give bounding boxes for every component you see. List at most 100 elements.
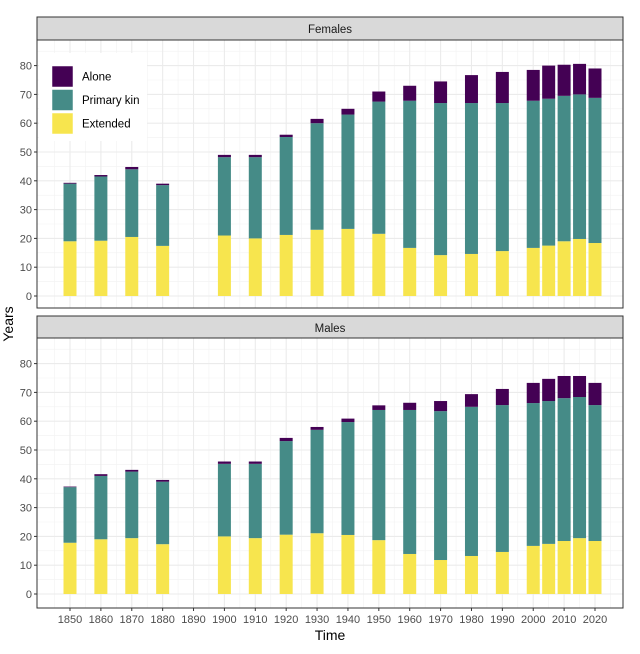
bar-primary-kin-1990 [495, 103, 509, 252]
bar-alone-2000 [526, 382, 540, 404]
bar-primary-kin-2005 [542, 98, 556, 246]
bar-alone-1880 [156, 479, 170, 482]
bar-extended-1990 [495, 251, 509, 296]
legend-label: Extended [82, 119, 131, 131]
x-tick-label: 1930 [305, 614, 329, 626]
bar-primary-kin-1980 [464, 103, 478, 254]
y-tick-label: 0 [26, 291, 32, 303]
bar-extended-1990 [495, 551, 509, 594]
panel-females: Females 0 10 20 30 40 50 60 70 80 Alone Primary kin… [20, 16, 624, 309]
x-tick-label: 1970 [428, 614, 452, 626]
bar-primary-kin-1850 [63, 183, 77, 242]
bar-primary-kin-1870 [125, 471, 139, 539]
x-axis-title: Time [315, 627, 346, 643]
bar-primary-kin-1950 [372, 101, 386, 234]
bar-alone-1950 [372, 405, 386, 410]
bar-primary-kin-1860 [94, 176, 108, 241]
bar-alone-1900 [217, 154, 231, 158]
bar-extended-1850 [63, 542, 77, 594]
bar-extended-2010 [557, 541, 571, 594]
y-tick-label: 40 [20, 176, 32, 188]
bar-extended-1870 [125, 538, 139, 594]
bar-extended-1930 [310, 229, 324, 296]
bar-alone-1910 [248, 154, 262, 158]
x-tick-label: 1890 [181, 614, 205, 626]
bar-primary-kin-1920 [279, 441, 293, 535]
bar-primary-kin-1930 [310, 123, 324, 230]
bar-alone-2005 [542, 65, 556, 99]
bar-extended-1880 [156, 544, 170, 594]
bar-extended-1900 [217, 235, 231, 296]
x-tick-label: 2000 [521, 614, 545, 626]
bar-alone-1960 [403, 85, 417, 101]
bar-primary-kin-1960 [403, 100, 417, 248]
bar-extended-2020 [588, 243, 602, 296]
bar-primary-kin-1960 [403, 409, 417, 554]
bar-extended-1910 [248, 238, 262, 296]
x-tick-label: 1900 [212, 614, 236, 626]
bar-extended-1950 [372, 233, 386, 296]
y-tick-label: 30 [20, 503, 32, 515]
bar-alone-1970 [434, 81, 448, 104]
bar-extended-1970 [434, 560, 448, 594]
bar-primary-kin-1940 [341, 422, 355, 535]
bar-alone-1930 [310, 426, 324, 430]
bar-alone-2020 [588, 382, 602, 406]
bar-primary-kin-1900 [217, 463, 231, 537]
x-tick-label: 1870 [120, 614, 144, 626]
bar-alone-1900 [217, 461, 231, 464]
bar-extended-1870 [125, 236, 139, 296]
bar-alone-1950 [372, 91, 386, 102]
bar-alone-2010 [557, 64, 571, 96]
bar-alone-1870 [125, 166, 139, 170]
bar-primary-kin-2015 [573, 397, 587, 539]
bar-primary-kin-2005 [542, 401, 556, 544]
bar-primary-kin-1910 [248, 157, 262, 239]
bar-alone-1860 [94, 175, 108, 177]
x-tick-label: 2010 [552, 614, 576, 626]
bar-primary-kin-1940 [341, 114, 355, 229]
x-tick-label: 1850 [58, 614, 82, 626]
bar-primary-kin-2020 [588, 405, 602, 542]
bar-primary-kin-1880 [156, 185, 170, 246]
bar-primary-kin-2010 [557, 398, 571, 542]
x-tick-label: 1960 [397, 614, 421, 626]
bar-primary-kin-1970 [434, 103, 448, 256]
facet-strip-label: Males [315, 323, 346, 335]
y-tick-label: 80 [20, 359, 32, 371]
bar-primary-kin-1870 [125, 169, 139, 237]
y-tick-label: 50 [20, 147, 32, 159]
legend-key-alone [51, 65, 74, 88]
bar-primary-kin-1920 [279, 137, 293, 235]
bar-alone-1990 [495, 71, 509, 104]
bar-extended-1980 [464, 253, 478, 296]
bar-extended-1940 [341, 228, 355, 296]
legend-label: Primary kin [82, 95, 140, 107]
bar-alone-1850 [63, 486, 77, 488]
bar-extended-1950 [372, 540, 386, 594]
bar-alone-1880 [156, 183, 170, 186]
y-tick-label: 60 [20, 416, 32, 428]
bar-alone-1930 [310, 118, 324, 124]
bar-primary-kin-2015 [573, 94, 587, 239]
legend-key-extended [51, 112, 74, 135]
bar-extended-1960 [403, 247, 417, 296]
bar-alone-1960 [403, 402, 417, 410]
bar-alone-1980 [464, 394, 478, 407]
x-tick-label: 1880 [150, 614, 174, 626]
bar-extended-1860 [94, 539, 108, 594]
y-tick-label: 50 [20, 445, 32, 457]
bar-primary-kin-1980 [464, 406, 478, 556]
bar-extended-1860 [94, 240, 108, 296]
bar-alone-1920 [279, 134, 293, 138]
bar-primary-kin-2000 [526, 100, 540, 248]
bar-alone-2015 [573, 375, 587, 398]
bar-extended-1900 [217, 536, 231, 594]
bar-alone-1920 [279, 437, 293, 442]
x-tick-label: 1860 [89, 614, 113, 626]
facet-strip-label: Females [308, 24, 352, 36]
y-tick-label: 70 [20, 89, 32, 101]
bar-extended-1930 [310, 533, 324, 594]
bar-primary-kin-1910 [248, 463, 262, 539]
bar-extended-1910 [248, 538, 262, 594]
